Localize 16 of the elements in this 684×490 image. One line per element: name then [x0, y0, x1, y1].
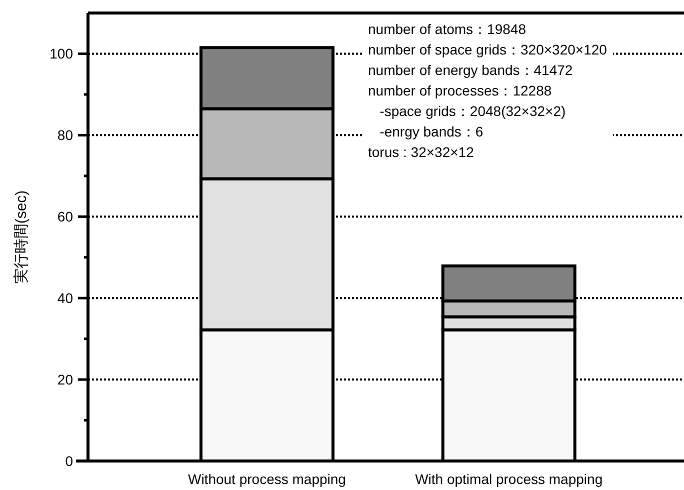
annotation: number of energy bands：41472 [368, 62, 573, 78]
annotation: -enrgy bands：6 [368, 124, 484, 140]
x-tick-label: Without process mapping [188, 471, 346, 487]
annotation: -space grids：2048(32×32×2) [368, 103, 566, 119]
y-tick-label: 80 [57, 127, 74, 144]
annotation: number of space grids：320×320×120 [368, 42, 608, 58]
annotation: number of atoms：19848 [368, 21, 526, 37]
y-tick-label: 20 [57, 372, 74, 388]
annotation: torus : 32×32×12 [368, 144, 474, 160]
y-tick-label: 60 [57, 208, 74, 225]
y-tick-label: 40 [57, 290, 74, 306]
y-axis-title: 実行時間(sec) [13, 190, 30, 284]
y-tick-label: 100 [50, 46, 74, 62]
y-tick-label: 0 [65, 453, 74, 469]
annotation: number of processes：12288 [368, 82, 552, 98]
x-tick-label: With optimal process mapping [415, 471, 603, 487]
